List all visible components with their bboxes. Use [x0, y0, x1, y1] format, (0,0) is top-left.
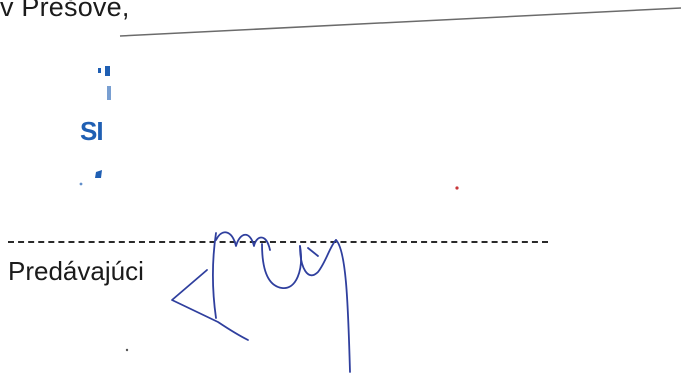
top-signature-rule	[119, 7, 681, 37]
stamp-seal-icon	[79, 66, 111, 186]
place-date-text: v Prešove,	[0, 0, 130, 22]
seller-label: Predávajúci	[8, 256, 144, 286]
signature-dashed-line	[8, 241, 548, 243]
stamp-text: SI	[80, 116, 104, 146]
